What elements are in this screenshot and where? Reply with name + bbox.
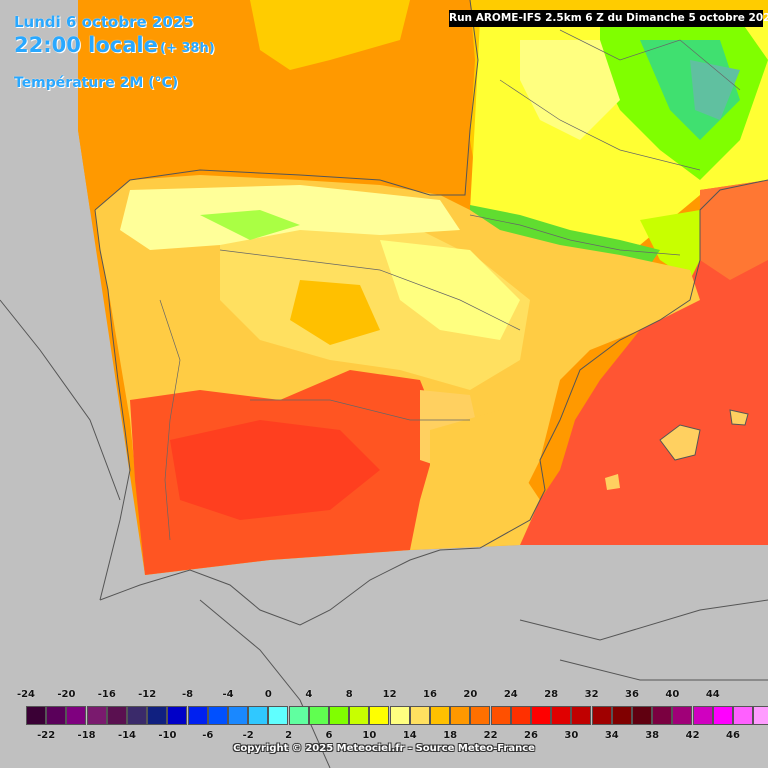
legend-bottom-label: -14	[117, 730, 137, 741]
legend-swatch	[66, 706, 87, 725]
legend-top-label: -16	[97, 689, 116, 700]
legend-bottom-label: -18	[77, 730, 96, 741]
legend-top-label: 20	[463, 689, 478, 700]
legend-bottom-label: 34	[604, 730, 619, 741]
legend-top-label: 40	[665, 689, 680, 700]
legend-swatch	[127, 706, 147, 725]
legend-bottom-label: 2	[285, 730, 293, 741]
legend-swatch	[490, 706, 511, 725]
legend-swatch	[106, 706, 127, 725]
legend-bottom-label: 42	[685, 730, 700, 741]
legend-bottom-label: 18	[443, 730, 458, 741]
legend-top-label: 12	[382, 689, 397, 700]
lead-time: (+ 38h)	[160, 41, 215, 56]
legend-swatch	[248, 706, 269, 725]
legend-swatch	[753, 706, 768, 725]
legend-bottom-label: 10	[362, 730, 377, 741]
legend-top-label: 32	[584, 689, 599, 700]
legend-bottom-label: -2	[242, 730, 254, 741]
legend-top-label: -4	[222, 689, 234, 700]
legend-bottom-label: 30	[564, 730, 579, 741]
legend-top-label: 16	[423, 689, 437, 700]
legend-swatch	[147, 706, 168, 725]
forecast-time: 22:00 locale	[14, 33, 158, 57]
legend-swatch	[632, 706, 652, 725]
legend-swatch	[733, 706, 753, 725]
legend-top-label: -8	[182, 689, 194, 700]
legend-swatch	[167, 706, 188, 725]
legend-swatch	[692, 706, 713, 725]
legend-bottom-label: 38	[645, 730, 660, 741]
legend-top-label: 0	[264, 689, 272, 700]
legend-swatch	[611, 706, 632, 725]
legend-bottom-label: -22	[37, 730, 56, 741]
legend-bottom-label: 6	[325, 730, 333, 741]
legend-bottom-label: -10	[158, 730, 177, 741]
legend-swatch	[571, 706, 592, 725]
legend-swatch	[86, 706, 107, 725]
borders	[159, 29, 741, 541]
legend-swatch	[207, 706, 228, 725]
legend-swatch	[389, 706, 410, 725]
forecast-date: Lundi 6 octobre 2025	[14, 13, 194, 31]
legend-swatch	[470, 706, 491, 725]
legend-swatch	[672, 706, 693, 725]
legend-swatch	[26, 706, 46, 725]
legend-top-label: 24	[503, 689, 518, 700]
legend-swatch	[288, 706, 309, 725]
copyright-notice: Copyright © 2025 Meteociel.fr - Source M…	[233, 743, 535, 754]
legend-swatch	[430, 706, 450, 725]
legend-swatch	[46, 706, 67, 725]
legend-swatch	[369, 706, 390, 725]
legend-top-label: -12	[138, 689, 157, 700]
legend-swatch	[531, 706, 551, 725]
model-domain	[78, 0, 768, 575]
legend-swatch	[329, 706, 349, 725]
legend-swatch	[510, 706, 531, 725]
legend-top-label: 28	[544, 689, 559, 700]
legend-bottom-label: -6	[202, 730, 214, 741]
legend-top-label: -20	[57, 689, 76, 700]
legend-bottom-label: 46	[726, 730, 740, 741]
legend-swatch	[409, 706, 430, 725]
legend-swatch	[308, 706, 329, 725]
legend-top-label: -24	[16, 689, 36, 700]
run-banner: Run AROME-IFS 2.5km 6 Z du Dimanche 5 oc…	[449, 10, 768, 27]
legend-bottom-label: 26	[524, 730, 538, 741]
legend-swatch	[712, 706, 733, 725]
legend-swatch	[228, 706, 248, 725]
legend-swatch	[268, 706, 289, 725]
color-legend: -24 -20 -16 -12 -8 -4 0 4 8 12 16 20 24 28 32 36 40 44 -2…	[0, 686, 768, 768]
legend-bottom-label: 14	[402, 730, 417, 741]
legend-swatch	[652, 706, 673, 725]
legend-swatch	[349, 706, 370, 725]
legend-top-label: 4	[305, 689, 313, 700]
legend-top-label: 44	[705, 689, 720, 700]
legend-bottom-label: 22	[483, 730, 498, 741]
parameter-label: Température 2M (°C)	[14, 75, 179, 91]
legend-swatch	[187, 706, 208, 725]
legend-top-label: 36	[625, 689, 639, 700]
legend-top-label: 8	[345, 689, 353, 700]
legend-swatch	[591, 706, 612, 725]
legend-swatch	[450, 706, 471, 725]
legend-swatch	[551, 706, 572, 725]
